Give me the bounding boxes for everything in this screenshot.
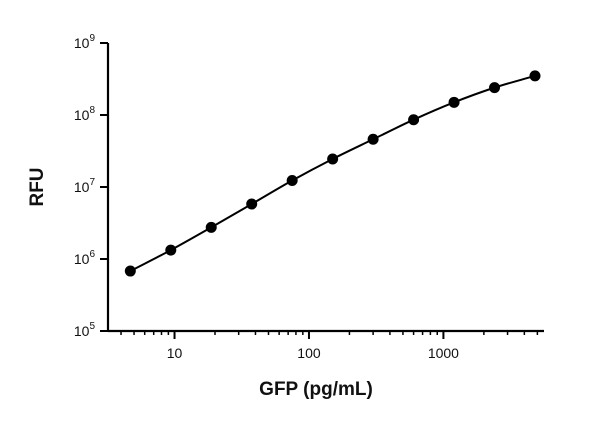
y-tick-label: 105 bbox=[74, 321, 96, 339]
y-tick-label: 106 bbox=[74, 249, 96, 267]
y-tick-label: 108 bbox=[74, 105, 96, 123]
y-tick-base: 10 bbox=[74, 35, 90, 51]
y-tick-label: 109 bbox=[74, 33, 96, 51]
data-point bbox=[448, 96, 460, 108]
y-tick-exponent: 6 bbox=[89, 249, 95, 260]
fit-curve bbox=[129, 74, 536, 272]
y-tick-exponent: 8 bbox=[89, 105, 95, 116]
data-point bbox=[529, 70, 541, 82]
y-tick-exponent: 5 bbox=[89, 321, 95, 332]
y-tick-base: 10 bbox=[74, 323, 90, 339]
data-point bbox=[489, 82, 501, 94]
x-tick-label: 10 bbox=[167, 345, 183, 361]
data-point bbox=[124, 265, 136, 277]
y-tick-label: 107 bbox=[74, 177, 96, 195]
x-tick-label: 100 bbox=[297, 345, 321, 361]
y-tick-base: 10 bbox=[74, 251, 90, 267]
y-tick-exponent: 7 bbox=[89, 177, 95, 188]
data-point bbox=[246, 198, 258, 210]
x-ticks: 10 100 1000 bbox=[120, 331, 539, 361]
x-axis-title: GFP (pg/mL) bbox=[259, 379, 373, 400]
data-point bbox=[367, 133, 379, 145]
data-point bbox=[327, 153, 339, 165]
y-tick-exponent: 9 bbox=[89, 33, 95, 44]
data-point bbox=[205, 221, 217, 233]
data-points bbox=[124, 70, 541, 277]
data-point bbox=[286, 175, 298, 187]
y-axis-title: RFU bbox=[27, 167, 48, 206]
y-tick-base: 10 bbox=[74, 179, 90, 195]
y-tick-base: 10 bbox=[74, 107, 90, 123]
x-tick-label: 1000 bbox=[428, 345, 459, 361]
data-point bbox=[408, 114, 420, 126]
data-point bbox=[165, 244, 177, 256]
